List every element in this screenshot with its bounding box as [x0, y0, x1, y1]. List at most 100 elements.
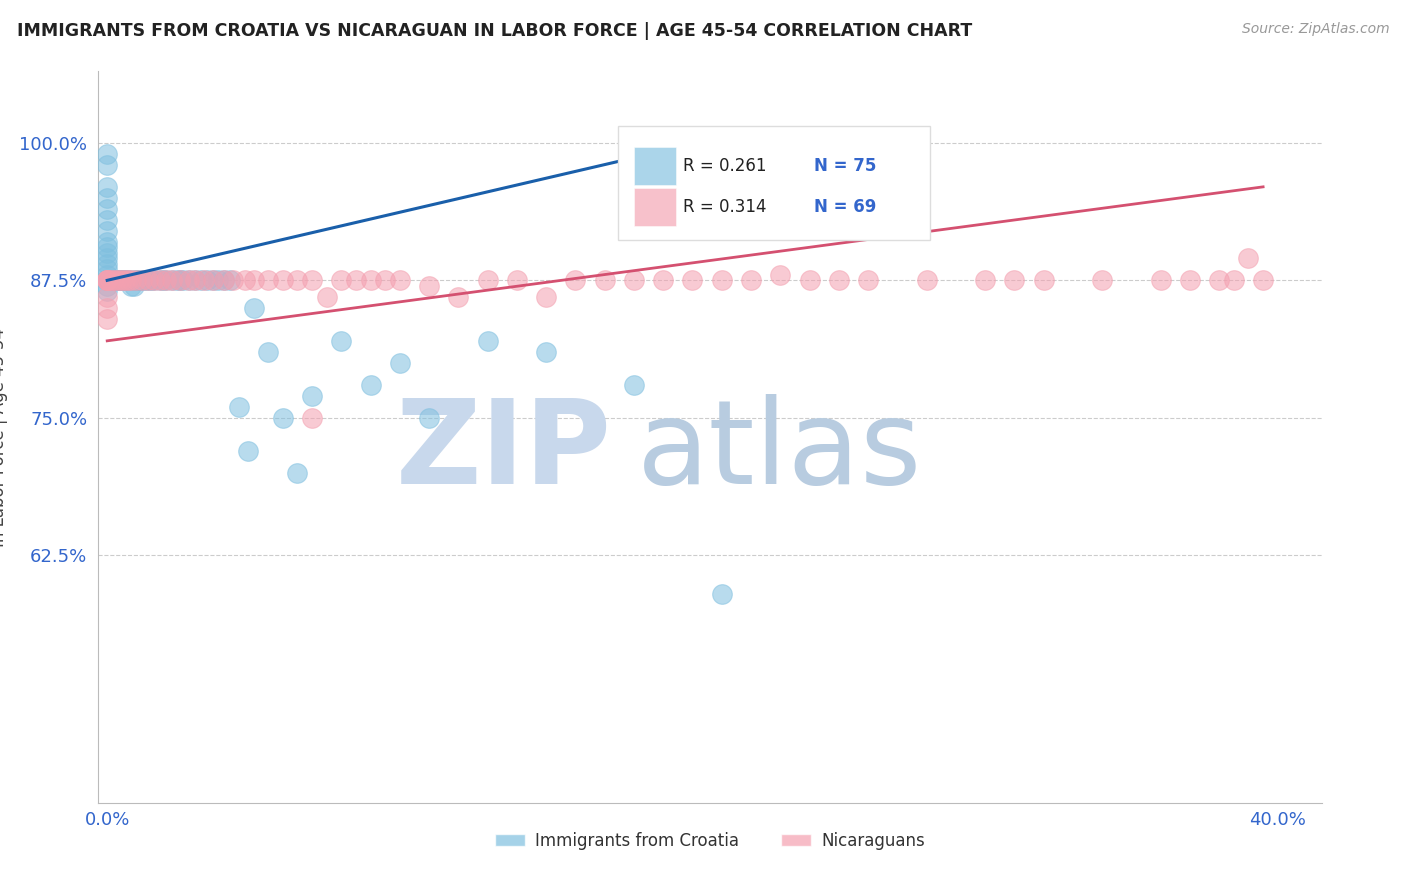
Point: [388, 273, 411, 287]
Point: [360, 273, 382, 287]
Point: [233, 273, 256, 287]
Point: [184, 273, 207, 287]
Point: [96, 179, 118, 194]
Point: [193, 273, 215, 287]
Point: [228, 400, 250, 414]
Point: [195, 273, 218, 287]
Point: [136, 273, 159, 287]
Point: [96, 146, 118, 161]
Point: [143, 273, 166, 287]
Point: [652, 273, 675, 287]
Point: [828, 273, 851, 287]
FancyBboxPatch shape: [619, 126, 931, 240]
Point: [125, 273, 148, 287]
Point: [117, 273, 139, 287]
Point: [374, 273, 396, 287]
Y-axis label: In Labor Force | Age 45-54: In Labor Force | Age 45-54: [0, 327, 8, 547]
Point: [166, 273, 188, 287]
Point: [360, 377, 382, 392]
Point: [301, 410, 323, 425]
Point: [169, 273, 191, 287]
Point: [179, 273, 201, 287]
Point: [120, 273, 142, 287]
Point: [271, 410, 294, 425]
Point: [96, 273, 118, 287]
Point: [101, 273, 124, 287]
Point: [207, 273, 229, 287]
Point: [96, 268, 118, 282]
Point: [769, 268, 792, 282]
Point: [169, 273, 191, 287]
Point: [96, 273, 118, 287]
Point: [96, 311, 118, 326]
Point: [477, 273, 499, 287]
Point: [315, 290, 337, 304]
Text: N = 69: N = 69: [814, 198, 876, 217]
Point: [915, 273, 938, 287]
Point: [710, 587, 733, 601]
Point: [98, 273, 121, 287]
Point: [96, 202, 118, 216]
Point: [799, 273, 821, 287]
Point: [287, 273, 309, 287]
Point: [96, 273, 118, 287]
Point: [974, 273, 997, 287]
Point: [257, 273, 280, 287]
Point: [201, 273, 224, 287]
Point: [477, 334, 499, 348]
Point: [101, 273, 124, 287]
Point: [242, 301, 264, 315]
Point: [96, 245, 118, 260]
Point: [534, 344, 557, 359]
Point: [96, 257, 118, 271]
Point: [96, 273, 118, 287]
Legend: Immigrants from Croatia, Nicaraguans: Immigrants from Croatia, Nicaraguans: [489, 825, 931, 856]
Point: [104, 273, 127, 287]
Point: [623, 273, 645, 287]
Point: [111, 273, 134, 287]
Point: [257, 344, 280, 359]
Point: [236, 443, 259, 458]
Point: [108, 273, 131, 287]
Point: [136, 273, 159, 287]
Point: [96, 262, 118, 277]
Point: [1032, 273, 1054, 287]
Point: [172, 273, 194, 287]
Point: [222, 273, 245, 287]
Point: [212, 273, 235, 287]
Point: [1237, 252, 1260, 266]
Point: [114, 273, 136, 287]
Text: atlas: atlas: [637, 394, 922, 509]
Point: [682, 273, 704, 287]
Point: [125, 273, 148, 287]
Point: [155, 273, 177, 287]
Point: [96, 278, 118, 293]
Text: N = 75: N = 75: [814, 157, 876, 175]
Point: [117, 273, 139, 287]
Point: [190, 273, 212, 287]
Text: R = 0.261: R = 0.261: [683, 157, 766, 175]
Point: [593, 273, 616, 287]
Point: [96, 273, 118, 287]
Point: [301, 389, 323, 403]
Point: [131, 273, 153, 287]
Point: [101, 273, 124, 287]
Point: [96, 285, 118, 299]
Point: [111, 273, 134, 287]
Point: [96, 212, 118, 227]
Point: [104, 273, 127, 287]
Point: [1091, 273, 1114, 287]
Point: [122, 278, 145, 293]
Point: [201, 273, 224, 287]
Text: Source: ZipAtlas.com: Source: ZipAtlas.com: [1241, 22, 1389, 37]
Point: [104, 273, 127, 287]
Point: [114, 273, 136, 287]
Point: [418, 278, 440, 293]
Point: [114, 273, 136, 287]
Point: [447, 290, 470, 304]
Point: [96, 158, 118, 172]
Point: [184, 273, 207, 287]
Point: [212, 273, 235, 287]
Point: [155, 273, 177, 287]
Point: [120, 278, 142, 293]
